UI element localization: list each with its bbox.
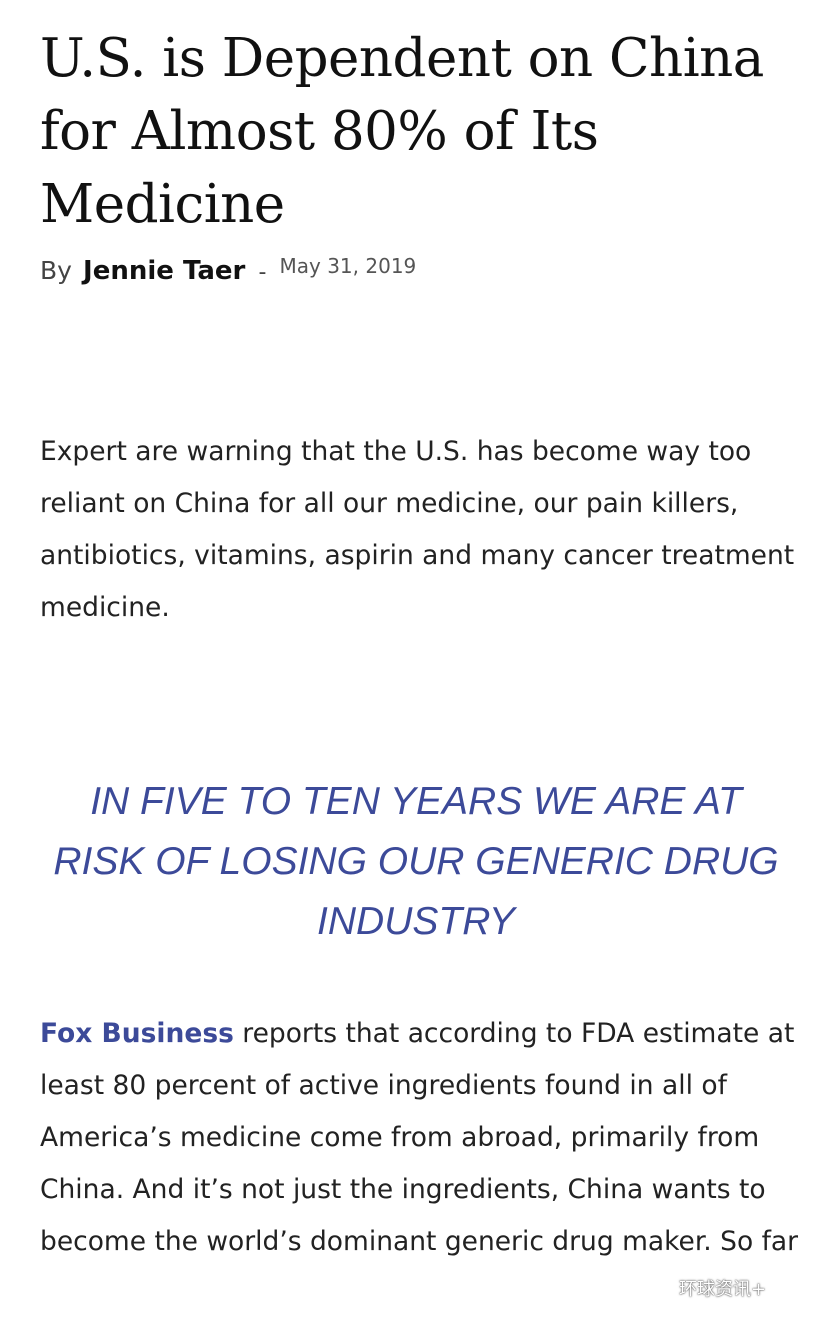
byline: By Jennie Taer - May 31, 2019: [40, 254, 416, 286]
article-paragraph: Fox Business reports that according to F…: [40, 1008, 810, 1268]
watermark-text: 环球资讯+: [679, 1279, 767, 1300]
byline-by: By: [40, 256, 72, 285]
paragraph-text: reports that according to FDA estimate a…: [40, 1018, 799, 1257]
article-paragraph: Expert are warning that the U.S. has bec…: [40, 436, 795, 623]
watermark: 环球资讯+: [650, 1275, 766, 1301]
fox-business-link[interactable]: Fox Business: [40, 1018, 234, 1049]
article-title: U.S. is Dependent on China for Almost 80…: [40, 28, 764, 235]
byline-separator: -: [258, 260, 267, 285]
pull-quote: IN FIVE TO TEN YEARS WE ARE AT RISK OF L…: [53, 780, 779, 943]
wechat-icon: [650, 1277, 676, 1299]
author-link[interactable]: Jennie Taer: [83, 256, 246, 286]
publish-date: May 31, 2019: [279, 254, 417, 278]
